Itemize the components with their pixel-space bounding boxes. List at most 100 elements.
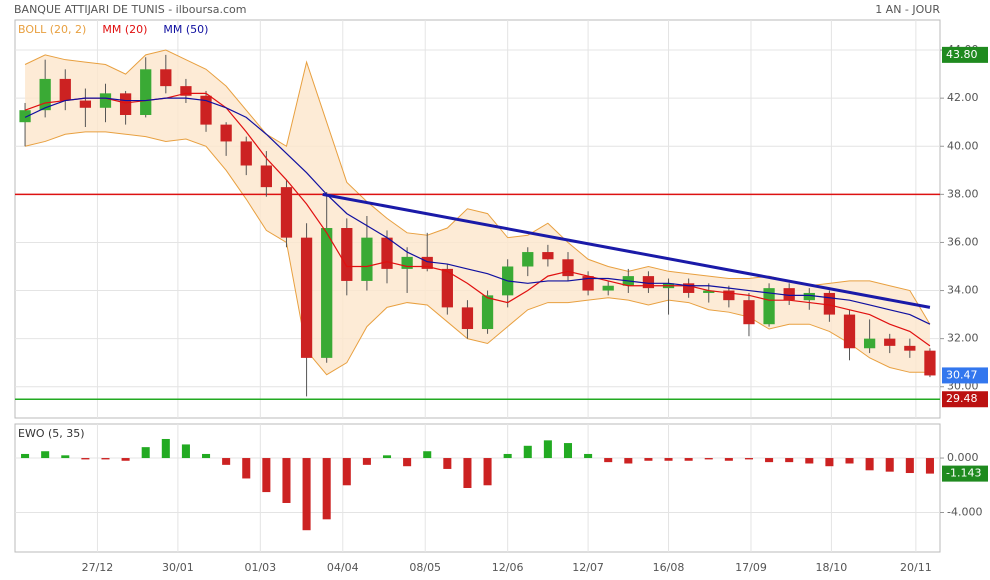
ewo-bar xyxy=(222,458,231,465)
ewo-bar xyxy=(121,458,130,461)
x-tick-label: 12/07 xyxy=(572,561,604,574)
price-label: 43.80 xyxy=(946,48,978,61)
candle-body xyxy=(321,228,333,358)
ewo-bar xyxy=(724,458,733,461)
ewo-bar xyxy=(604,458,613,463)
candle-body xyxy=(160,69,172,87)
ewo-bar xyxy=(885,458,894,472)
ewo-bar xyxy=(483,458,492,486)
candle-body xyxy=(683,283,695,293)
candle-body xyxy=(180,86,192,96)
period: 1 AN - JOUR xyxy=(875,3,940,16)
ewo-bar xyxy=(905,458,914,474)
candle-body xyxy=(843,314,856,349)
price-label-box xyxy=(942,367,988,384)
ewo-bar xyxy=(202,453,211,459)
ewo-bar xyxy=(624,458,633,464)
candle-body xyxy=(361,237,373,281)
ewo-bar xyxy=(181,444,190,459)
ewo-bar xyxy=(925,458,934,474)
candle-body xyxy=(763,288,775,325)
ewo-bar xyxy=(765,458,774,463)
legend-entry: MM (50) xyxy=(163,23,208,36)
ewo-bar xyxy=(282,458,291,503)
y-tick-label: 36.00 xyxy=(947,235,979,248)
ewo-bar xyxy=(21,453,30,459)
ewo-bar xyxy=(443,458,452,469)
moving-average xyxy=(24,92,931,347)
ewo-bar xyxy=(382,455,392,459)
y-tick-label: -4.000 xyxy=(947,506,982,519)
x-tick-label: 12/06 xyxy=(492,561,524,574)
ewo-bar xyxy=(865,458,874,471)
candle-body xyxy=(19,110,31,123)
x-tick-label: 20/11 xyxy=(900,561,932,574)
y-tick-label: 32.00 xyxy=(947,332,979,345)
y-tick-label: 0.000 xyxy=(947,451,979,464)
candle-body xyxy=(783,288,795,301)
candle-body xyxy=(743,300,755,325)
ewo-bar xyxy=(704,458,713,460)
legend-entry: EWO (5, 35) xyxy=(18,427,85,440)
ewo-bar xyxy=(362,458,371,465)
candle-body xyxy=(582,276,594,291)
y-tick-label: 34.00 xyxy=(947,284,979,297)
price-label-box xyxy=(942,391,988,408)
ewo-bar xyxy=(845,458,854,464)
candle-body xyxy=(381,237,393,269)
candle-body xyxy=(200,95,212,125)
ewo-bar xyxy=(302,458,311,531)
candle-body xyxy=(723,290,735,301)
legend-entry: BOLL (20, 2) xyxy=(18,23,86,36)
candle-body xyxy=(703,290,715,293)
candle-body xyxy=(300,237,313,358)
ewo-bar xyxy=(825,458,834,467)
candle-body xyxy=(602,285,614,291)
candle-body xyxy=(341,228,353,281)
ewo-bar xyxy=(423,451,432,459)
candle-body xyxy=(884,338,896,346)
ewo-bar xyxy=(322,458,331,520)
ewo-bar xyxy=(463,458,472,488)
candle-body xyxy=(59,78,71,101)
candle-body xyxy=(260,165,272,188)
ewo-bar xyxy=(563,443,573,459)
candle-body xyxy=(240,141,252,166)
x-tick-label: 01/03 xyxy=(244,561,276,574)
candle-body xyxy=(39,78,51,111)
ewo-bar xyxy=(101,458,110,460)
ewo-bar xyxy=(805,458,814,464)
y-tick-label: 40.00 xyxy=(947,139,979,152)
ewo-bar xyxy=(161,438,170,459)
candle-body xyxy=(542,252,554,260)
candle-body xyxy=(562,259,574,277)
ewo-bar xyxy=(523,445,532,459)
chart-title: BANQUE ATTIJARI DE TUNIS - ilboursa.com xyxy=(14,3,246,16)
ewo-bar xyxy=(41,451,50,459)
ewo-bar xyxy=(61,455,70,459)
price-label: -1.143 xyxy=(946,467,981,480)
x-tick-label: 27/12 xyxy=(82,561,114,574)
candle-body xyxy=(642,276,655,289)
ewo-bar xyxy=(141,447,150,459)
candle-body xyxy=(461,307,474,330)
candle-body xyxy=(401,256,413,269)
ewo-panel xyxy=(14,423,941,553)
x-tick-label: 30/01 xyxy=(162,561,194,574)
candle-body xyxy=(421,256,433,269)
candle-body xyxy=(904,345,916,351)
candle-body xyxy=(863,338,876,349)
candle-body xyxy=(924,350,936,376)
ewo-bar xyxy=(664,458,673,461)
ewo-bar xyxy=(584,453,593,459)
main-panel xyxy=(14,19,941,419)
price-label: 29.48 xyxy=(946,392,978,405)
y-tick-label: 38.00 xyxy=(947,187,979,200)
ewo-bar xyxy=(242,458,251,479)
x-tick-label: 04/04 xyxy=(327,561,359,574)
candle-body xyxy=(119,93,132,115)
candle-body xyxy=(522,252,534,267)
candle-body xyxy=(280,187,293,238)
candle-body xyxy=(823,292,836,315)
